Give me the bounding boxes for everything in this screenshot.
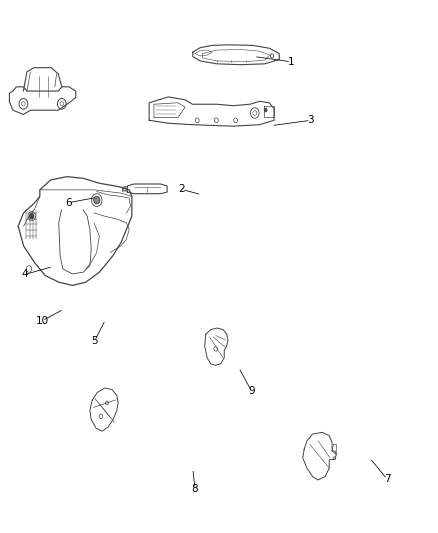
Text: 5: 5: [91, 336, 98, 346]
Text: 6: 6: [65, 198, 72, 208]
Text: 8: 8: [192, 484, 198, 494]
Text: 2: 2: [179, 184, 185, 195]
Text: 3: 3: [307, 115, 314, 125]
Text: 7: 7: [384, 474, 390, 484]
Text: 9: 9: [248, 386, 255, 397]
Circle shape: [264, 108, 267, 112]
Circle shape: [29, 214, 34, 219]
Circle shape: [94, 196, 100, 204]
Text: 10: 10: [35, 316, 49, 326]
Text: 1: 1: [288, 57, 294, 67]
Text: 4: 4: [21, 270, 28, 279]
